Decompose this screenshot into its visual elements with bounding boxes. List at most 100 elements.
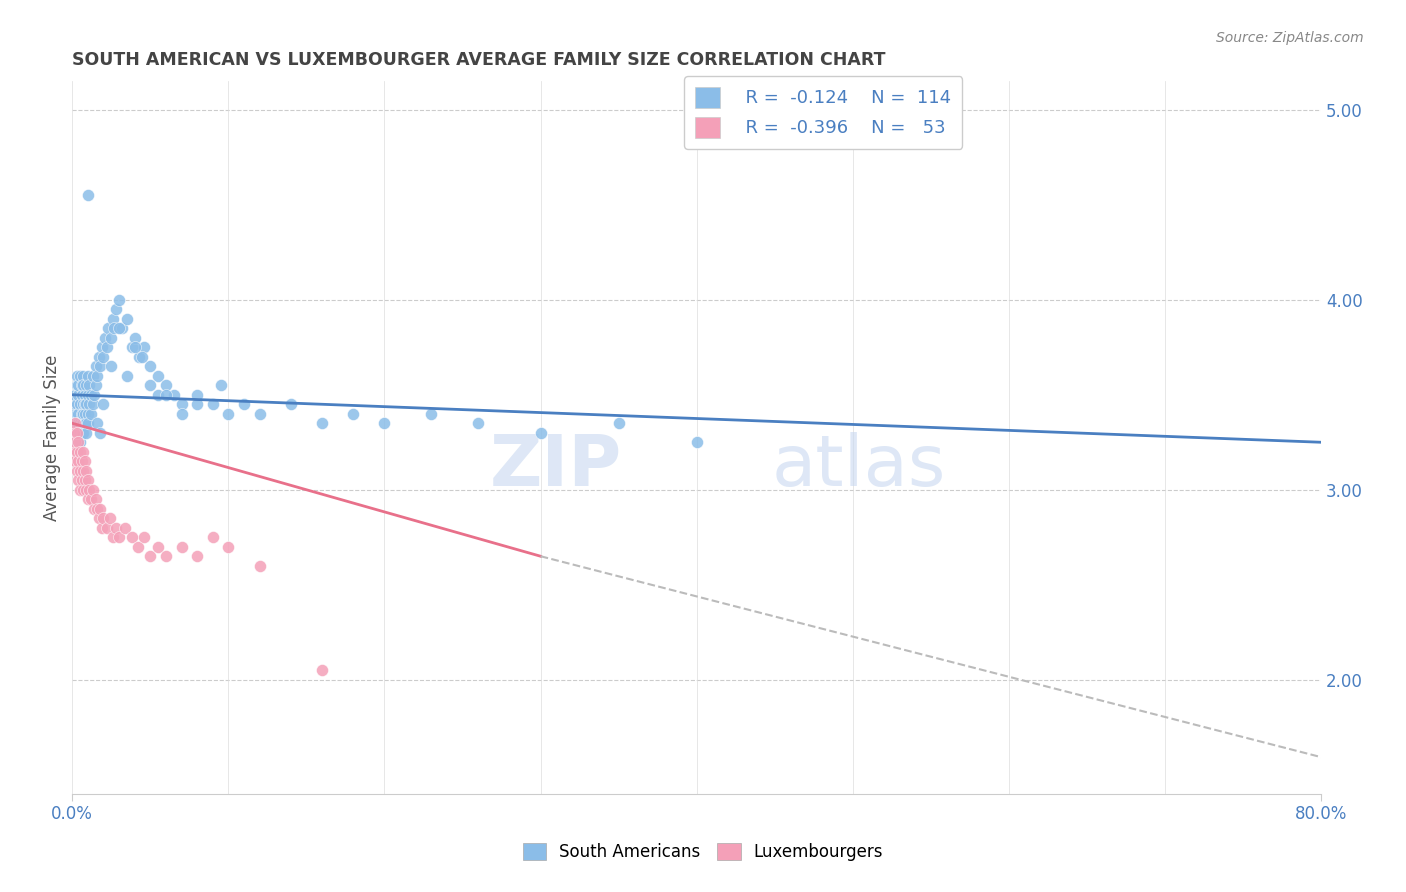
Text: Source: ZipAtlas.com: Source: ZipAtlas.com bbox=[1216, 31, 1364, 45]
Point bbox=[79, 378, 101, 392]
Point bbox=[87, 511, 110, 525]
Point bbox=[67, 473, 90, 487]
Point bbox=[62, 417, 84, 431]
Point bbox=[280, 397, 302, 411]
Point bbox=[139, 549, 162, 564]
Point bbox=[73, 397, 96, 411]
Point bbox=[146, 388, 169, 402]
Point bbox=[70, 473, 93, 487]
Point bbox=[66, 397, 89, 411]
Point bbox=[69, 417, 91, 431]
Point bbox=[67, 388, 90, 402]
Point bbox=[72, 407, 94, 421]
Point bbox=[69, 444, 91, 458]
Point bbox=[67, 454, 90, 468]
Point bbox=[69, 464, 91, 478]
Point bbox=[90, 521, 112, 535]
Point bbox=[131, 350, 153, 364]
Point bbox=[249, 407, 271, 421]
Point bbox=[101, 311, 124, 326]
Point bbox=[66, 417, 89, 431]
Point bbox=[80, 388, 103, 402]
Point bbox=[201, 530, 224, 544]
Point bbox=[96, 340, 118, 354]
Point bbox=[69, 425, 91, 440]
Point bbox=[311, 663, 333, 677]
Point bbox=[607, 417, 630, 431]
Point bbox=[104, 302, 127, 317]
Point bbox=[76, 407, 98, 421]
Point bbox=[84, 492, 107, 507]
Point bbox=[93, 350, 115, 364]
Point bbox=[76, 473, 98, 487]
Point bbox=[75, 397, 97, 411]
Point bbox=[75, 464, 97, 478]
Point bbox=[101, 530, 124, 544]
Point bbox=[65, 454, 87, 468]
Point bbox=[69, 435, 91, 450]
Point bbox=[93, 511, 115, 525]
Text: ZIP: ZIP bbox=[489, 432, 621, 500]
Point bbox=[67, 425, 90, 440]
Point bbox=[90, 340, 112, 354]
Point bbox=[79, 483, 101, 497]
Point bbox=[76, 492, 98, 507]
Point bbox=[186, 549, 208, 564]
Point bbox=[201, 397, 224, 411]
Point bbox=[72, 444, 94, 458]
Point bbox=[73, 473, 96, 487]
Point bbox=[72, 368, 94, 383]
Point bbox=[97, 321, 120, 335]
Point bbox=[67, 378, 90, 392]
Point bbox=[420, 407, 443, 421]
Point bbox=[62, 425, 84, 440]
Point bbox=[529, 425, 551, 440]
Point bbox=[67, 417, 90, 431]
Point bbox=[89, 359, 111, 374]
Point bbox=[72, 464, 94, 478]
Point bbox=[62, 407, 84, 421]
Point bbox=[75, 417, 97, 431]
Point bbox=[186, 397, 208, 411]
Point bbox=[121, 340, 143, 354]
Point bbox=[80, 492, 103, 507]
Point bbox=[217, 540, 239, 554]
Point bbox=[111, 321, 134, 335]
Point bbox=[70, 417, 93, 431]
Point bbox=[69, 483, 91, 497]
Point bbox=[121, 530, 143, 544]
Point bbox=[75, 483, 97, 497]
Point bbox=[66, 407, 89, 421]
Point bbox=[103, 321, 125, 335]
Point bbox=[108, 530, 131, 544]
Text: atlas: atlas bbox=[772, 432, 946, 500]
Point bbox=[70, 378, 93, 392]
Point bbox=[66, 425, 89, 440]
Point bbox=[115, 368, 138, 383]
Point bbox=[82, 483, 104, 497]
Point bbox=[69, 397, 91, 411]
Point bbox=[70, 407, 93, 421]
Point bbox=[139, 378, 162, 392]
Point bbox=[70, 425, 93, 440]
Point bbox=[84, 359, 107, 374]
Point bbox=[70, 388, 93, 402]
Point bbox=[132, 340, 155, 354]
Point bbox=[155, 549, 177, 564]
Point bbox=[76, 417, 98, 431]
Y-axis label: Average Family Size: Average Family Size bbox=[44, 354, 60, 521]
Point bbox=[127, 540, 149, 554]
Point bbox=[128, 350, 150, 364]
Point bbox=[89, 501, 111, 516]
Point bbox=[217, 407, 239, 421]
Point bbox=[342, 407, 364, 421]
Point bbox=[163, 388, 186, 402]
Point bbox=[86, 368, 108, 383]
Text: SOUTH AMERICAN VS LUXEMBOURGER AVERAGE FAMILY SIZE CORRELATION CHART: SOUTH AMERICAN VS LUXEMBOURGER AVERAGE F… bbox=[72, 51, 886, 69]
Point bbox=[104, 521, 127, 535]
Point bbox=[65, 388, 87, 402]
Point bbox=[66, 425, 89, 440]
Point bbox=[72, 425, 94, 440]
Point bbox=[84, 378, 107, 392]
Point bbox=[86, 417, 108, 431]
